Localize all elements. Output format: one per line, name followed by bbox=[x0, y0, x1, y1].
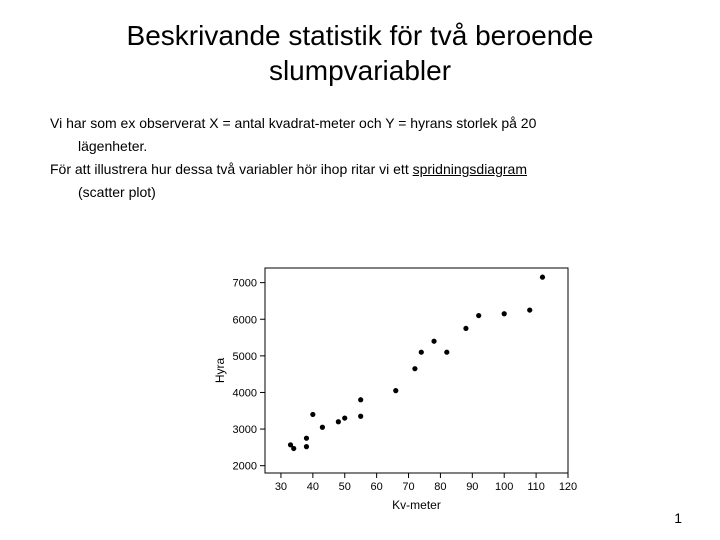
svg-text:6000: 6000 bbox=[233, 314, 257, 326]
svg-text:4000: 4000 bbox=[233, 387, 257, 399]
page-number: 1 bbox=[674, 510, 682, 526]
svg-text:70: 70 bbox=[402, 481, 414, 493]
para-line: lägenheter. bbox=[78, 138, 147, 154]
svg-text:120: 120 bbox=[559, 481, 577, 493]
svg-text:2000: 2000 bbox=[233, 461, 257, 473]
body-text: Vi har som ex observerat X = antal kvadr… bbox=[0, 96, 720, 202]
scatter-chart: 30 40 50 60 70 80 90 100 110 120 2000 3000 4000 5000 6… bbox=[210, 260, 580, 515]
para-line: För att illustrera hur dessa två variabl… bbox=[50, 161, 413, 177]
svg-text:Hyra: Hyra bbox=[213, 358, 227, 384]
svg-text:110: 110 bbox=[527, 481, 545, 493]
term-underlined: spridningsdiagram bbox=[413, 161, 527, 177]
page-title: Beskrivande statistik för två beroende s… bbox=[0, 0, 720, 96]
para-line: (scatter plot) bbox=[78, 184, 156, 200]
svg-text:7000: 7000 bbox=[233, 278, 257, 290]
svg-text:60: 60 bbox=[371, 481, 383, 493]
svg-text:30: 30 bbox=[275, 481, 287, 493]
svg-text:80: 80 bbox=[434, 481, 446, 493]
svg-text:50: 50 bbox=[339, 481, 351, 493]
svg-text:Kv-meter: Kv-meter bbox=[392, 498, 441, 512]
para-line: Vi har som ex observerat X = antal kvadr… bbox=[50, 115, 536, 131]
svg-text:40: 40 bbox=[307, 481, 319, 493]
svg-text:5000: 5000 bbox=[233, 351, 257, 363]
svg-text:100: 100 bbox=[495, 481, 513, 493]
svg-text:3000: 3000 bbox=[233, 424, 257, 436]
svg-text:90: 90 bbox=[466, 481, 478, 493]
